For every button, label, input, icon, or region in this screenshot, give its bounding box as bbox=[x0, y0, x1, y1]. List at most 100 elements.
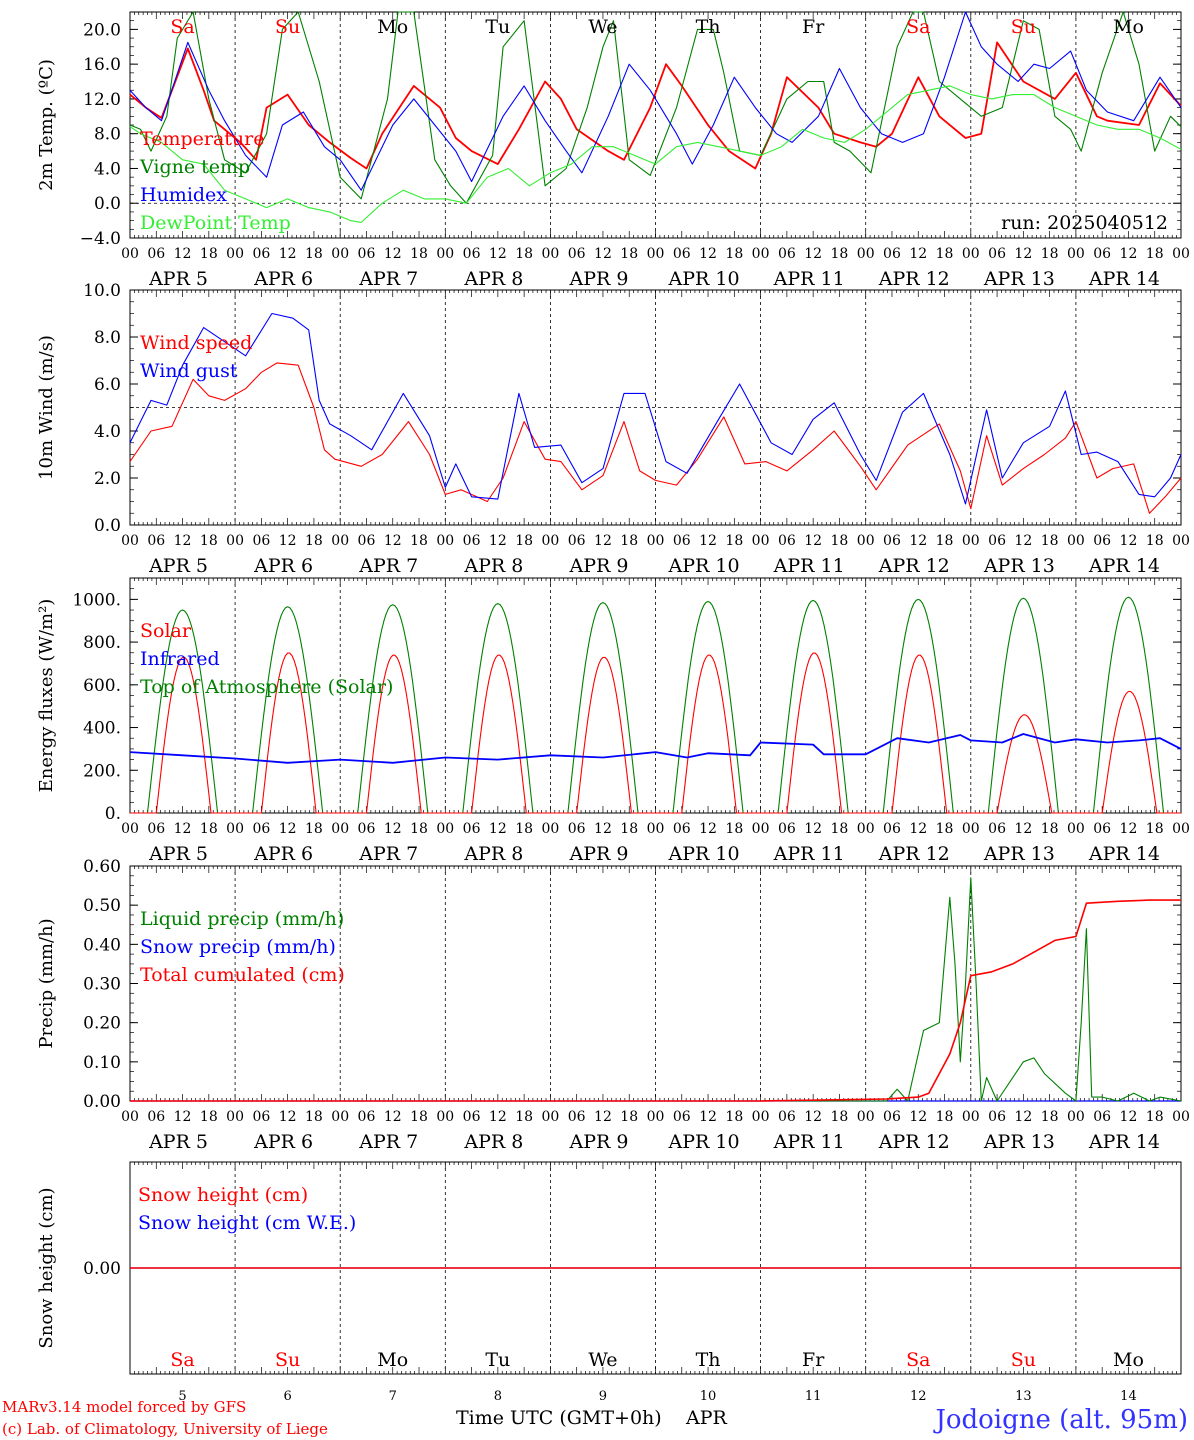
series-line bbox=[129, 11, 1182, 204]
weekday-label: Fr bbox=[802, 1349, 825, 1371]
hour-label: 12 bbox=[909, 246, 927, 262]
hour-label: 12 bbox=[1014, 533, 1032, 549]
hour-label: 12 bbox=[1014, 246, 1032, 262]
hour-label: 18 bbox=[936, 246, 954, 262]
weekday-label: Tu bbox=[485, 16, 510, 38]
hour-label: 18 bbox=[620, 1109, 638, 1125]
weekday-label: Sa bbox=[906, 1349, 930, 1371]
y-tick-label: 0. bbox=[105, 804, 121, 824]
weekday-label: Su bbox=[1011, 1349, 1036, 1371]
y-axis-label: 2m Temp. (ºC) bbox=[36, 59, 57, 191]
date-label: APR 12 bbox=[878, 1131, 950, 1153]
hour-label: 06 bbox=[778, 821, 796, 837]
hour-label: 00 bbox=[1172, 533, 1190, 549]
time-axis-title: Time UTC (GMT+0h) bbox=[456, 1407, 662, 1429]
hour-label: 12 bbox=[909, 1109, 927, 1125]
hour-label: 00 bbox=[436, 821, 454, 837]
date-label: APR 9 bbox=[568, 268, 628, 290]
weekday-label: We bbox=[588, 16, 617, 38]
hour-label: 00 bbox=[857, 1109, 875, 1125]
hour-label: 06 bbox=[1093, 1109, 1111, 1125]
hour-label: 18 bbox=[200, 246, 218, 262]
hour-label: 12 bbox=[804, 821, 822, 837]
hour-label: 06 bbox=[883, 1109, 901, 1125]
y-tick-label: 6.0 bbox=[94, 375, 121, 395]
hour-label: 00 bbox=[541, 246, 559, 262]
hour-label: 06 bbox=[778, 1109, 796, 1125]
hour-label: 06 bbox=[673, 533, 691, 549]
date-label: APR 13 bbox=[983, 1131, 1055, 1153]
hour-label: 12 bbox=[1120, 1109, 1138, 1125]
hour-label: 00 bbox=[331, 246, 349, 262]
hour-label: 12 bbox=[1120, 821, 1138, 837]
date-label: APR 10 bbox=[668, 1131, 740, 1153]
y-tick-label: 0.40 bbox=[83, 935, 121, 955]
hour-label: 00 bbox=[226, 533, 244, 549]
hour-label: 18 bbox=[831, 533, 849, 549]
hour-label: 18 bbox=[1146, 246, 1164, 262]
hour-label: 18 bbox=[515, 246, 533, 262]
date-label: APR 8 bbox=[463, 555, 523, 577]
y-tick-label: 0.30 bbox=[83, 975, 121, 995]
hour-label: 12 bbox=[594, 533, 612, 549]
time-axis-month: APR bbox=[685, 1407, 728, 1429]
series-line bbox=[129, 733, 1182, 764]
hour-label: 06 bbox=[568, 533, 586, 549]
date-label: APR 8 bbox=[463, 268, 523, 290]
weekday-label: Th bbox=[696, 16, 721, 38]
hour-label: 18 bbox=[936, 533, 954, 549]
series-line bbox=[130, 652, 1181, 814]
hour-label: 12 bbox=[594, 246, 612, 262]
date-label: APR 5 bbox=[148, 268, 208, 290]
hour-label: 18 bbox=[200, 1109, 218, 1125]
hour-label: 06 bbox=[358, 821, 376, 837]
hour-label: 06 bbox=[883, 533, 901, 549]
weekday-label: Tu bbox=[485, 1349, 510, 1371]
y-tick-label: 2.0 bbox=[94, 469, 121, 489]
hour-label: 00 bbox=[962, 246, 980, 262]
hour-label: 12 bbox=[909, 821, 927, 837]
y-tick-label: 0.00 bbox=[83, 1092, 121, 1112]
hour-label: 12 bbox=[489, 246, 507, 262]
date-label: APR 13 bbox=[983, 843, 1055, 865]
hour-label: 00 bbox=[121, 533, 139, 549]
hour-label: 00 bbox=[1172, 1109, 1190, 1125]
hour-label: 06 bbox=[252, 821, 270, 837]
date-number-label: 8 bbox=[494, 1389, 502, 1404]
date-label: APR 9 bbox=[568, 843, 628, 865]
hour-label: 00 bbox=[857, 533, 875, 549]
hour-label: 18 bbox=[515, 1109, 533, 1125]
hour-label: 06 bbox=[252, 1109, 270, 1125]
hour-label: 18 bbox=[620, 533, 638, 549]
hour-label: 00 bbox=[331, 1109, 349, 1125]
hour-label: 18 bbox=[200, 821, 218, 837]
hour-label: 00 bbox=[647, 533, 665, 549]
hour-label: 12 bbox=[1014, 821, 1032, 837]
date-label: APR 6 bbox=[253, 268, 313, 290]
date-number-label: 5 bbox=[178, 1389, 186, 1404]
hour-label: 12 bbox=[279, 821, 297, 837]
hour-label: 06 bbox=[778, 246, 796, 262]
hour-label: 00 bbox=[331, 821, 349, 837]
hour-label: 00 bbox=[541, 1109, 559, 1125]
footer-model: MARv3.14 model forced by GFS bbox=[2, 1398, 246, 1416]
date-label: APR 13 bbox=[983, 268, 1055, 290]
hour-label: 12 bbox=[489, 1109, 507, 1125]
date-label: APR 6 bbox=[253, 555, 313, 577]
hour-label: 00 bbox=[436, 246, 454, 262]
hour-label: 00 bbox=[752, 821, 770, 837]
date-label: APR 10 bbox=[668, 843, 740, 865]
hour-label: 06 bbox=[568, 821, 586, 837]
legend: Wind speed Wind gust bbox=[140, 332, 252, 382]
hour-label: 06 bbox=[147, 1109, 165, 1125]
hour-label: 06 bbox=[147, 246, 165, 262]
legend-entry: Solar bbox=[140, 620, 192, 642]
date-label: APR 9 bbox=[568, 555, 628, 577]
hour-label: 06 bbox=[463, 1109, 481, 1125]
series-line bbox=[129, 362, 1182, 514]
weekday-label: Sa bbox=[906, 16, 930, 38]
hour-label: 06 bbox=[1093, 533, 1111, 549]
hour-label: 12 bbox=[489, 821, 507, 837]
hour-label: 06 bbox=[252, 533, 270, 549]
y-axis-label: Precip (mm/h) bbox=[36, 918, 57, 1048]
